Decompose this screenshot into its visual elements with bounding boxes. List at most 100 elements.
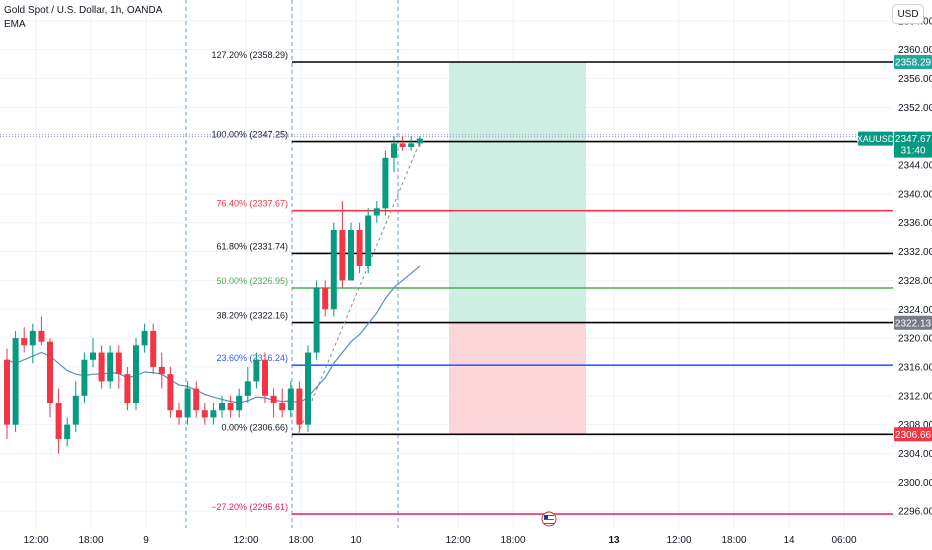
candle[interactable] — [322, 280, 329, 317]
time-tick-label: 18:00 — [78, 535, 103, 546]
price-tick-label: 2328.00 — [898, 276, 932, 287]
candle[interactable] — [193, 381, 200, 418]
candle[interactable] — [133, 338, 139, 411]
price-tick-label: 2332.00 — [898, 247, 932, 258]
candle-body — [38, 330, 45, 342]
candle[interactable] — [305, 345, 311, 432]
fibonacci-retracement[interactable]: 127.20% (2358.29)100.00% (2347.25)76.40%… — [0, 50, 893, 515]
candle-body — [296, 388, 303, 425]
candle[interactable] — [287, 381, 294, 418]
candle[interactable] — [12, 330, 19, 432]
candles[interactable] — [4, 136, 423, 454]
candle[interactable] — [356, 222, 363, 274]
candle[interactable] — [416, 136, 423, 148]
candle[interactable] — [219, 395, 225, 418]
candle[interactable] — [348, 222, 354, 281]
candle-body — [29, 330, 36, 346]
candle[interactable] — [296, 381, 303, 432]
candle-body — [141, 330, 148, 346]
candle-body — [416, 138, 423, 144]
candle[interactable] — [150, 323, 157, 375]
fib-level-label: 76.40% (2337.67) — [216, 199, 288, 209]
candle-body — [365, 215, 372, 266]
candle[interactable] — [21, 327, 28, 353]
candle-body — [253, 359, 260, 382]
candle[interactable] — [382, 150, 389, 216]
candle[interactable] — [167, 366, 174, 418]
candle[interactable] — [227, 395, 234, 418]
candle[interactable] — [270, 388, 277, 418]
candle[interactable] — [47, 338, 53, 418]
us-flag-icon[interactable] — [541, 511, 557, 527]
indicator-label[interactable]: EMA — [4, 19, 26, 30]
candle[interactable] — [176, 403, 182, 425]
candle-body — [348, 229, 354, 281]
candle[interactable] — [107, 345, 114, 389]
candle[interactable] — [98, 345, 105, 389]
position-zones — [449, 61, 586, 435]
candle-body — [90, 352, 96, 360]
candle[interactable] — [90, 338, 96, 367]
candle[interactable] — [210, 403, 217, 425]
time-tick-label: 9 — [143, 535, 149, 546]
candle[interactable] — [72, 381, 79, 432]
loss-zone[interactable] — [449, 322, 586, 435]
symbol-tag-label: XAUUSD — [857, 134, 895, 144]
price-tick-label: 2308.00 — [898, 420, 932, 431]
fib-trend-line[interactable] — [297, 141, 421, 435]
candle[interactable] — [365, 208, 372, 274]
price-tick-label: 2336.00 — [898, 218, 932, 229]
fib-level-label: 50.00% (2326.95) — [216, 276, 288, 286]
price-tick-label: 2340.00 — [898, 189, 932, 200]
candle[interactable] — [279, 388, 286, 418]
candle[interactable] — [408, 136, 415, 151]
time-tick-label: 06:00 — [831, 535, 856, 546]
candle-body — [322, 287, 329, 310]
candle[interactable] — [141, 323, 148, 353]
candle[interactable] — [184, 381, 191, 425]
event-markers[interactable] — [541, 511, 557, 527]
candle[interactable] — [339, 201, 346, 288]
candle-body — [12, 338, 19, 425]
candle[interactable] — [55, 388, 62, 454]
chart-legend[interactable]: Gold Spot / U.S. Dollar, 1h, OANDA EMA — [4, 4, 162, 32]
time-tick-label: 10 — [350, 535, 362, 546]
candle[interactable] — [64, 417, 71, 447]
candle[interactable] — [313, 280, 320, 360]
candle-body — [262, 359, 268, 396]
candle[interactable] — [399, 136, 406, 151]
candle-body — [305, 352, 311, 425]
candle[interactable] — [330, 222, 337, 317]
candle-body — [72, 395, 79, 425]
candle[interactable] — [391, 136, 397, 173]
time-axis[interactable]: 12:00 18:00 9 12:00 18:00 10 12:00 18:00 13 12:00… — [23, 535, 856, 546]
profit-zone[interactable] — [449, 61, 586, 323]
candle-body — [408, 143, 415, 148]
candle[interactable] — [4, 348, 10, 440]
candle-body — [115, 352, 122, 375]
candle[interactable] — [262, 352, 268, 404]
price-tag-label: 2306.66 — [895, 430, 932, 441]
time-tick-label: 13 — [608, 535, 620, 546]
candle-body — [330, 229, 337, 310]
candle-body — [107, 352, 114, 382]
time-tick-label: 18:00 — [288, 535, 313, 546]
candle[interactable] — [201, 403, 208, 425]
candle[interactable] — [81, 352, 88, 404]
candle[interactable] — [373, 201, 380, 223]
price-axis[interactable]: 2364.002360.002356.002352.002348.002344.… — [857, 16, 932, 518]
candle[interactable] — [244, 366, 251, 404]
currency-button[interactable]: USD — [892, 4, 924, 24]
candle[interactable] — [124, 366, 131, 411]
candle[interactable] — [253, 352, 260, 389]
candle[interactable] — [115, 345, 122, 389]
candle[interactable] — [158, 352, 165, 389]
time-tick-label: 18:00 — [500, 535, 525, 546]
candle[interactable] — [29, 323, 36, 364]
candle[interactable] — [236, 388, 243, 418]
ema-indicator — [6, 265, 421, 404]
price-tick-label: 2296.00 — [898, 507, 932, 518]
symbol-title[interactable]: Gold Spot / U.S. Dollar, 1h, OANDA — [4, 5, 163, 16]
candle[interactable] — [38, 316, 45, 346]
